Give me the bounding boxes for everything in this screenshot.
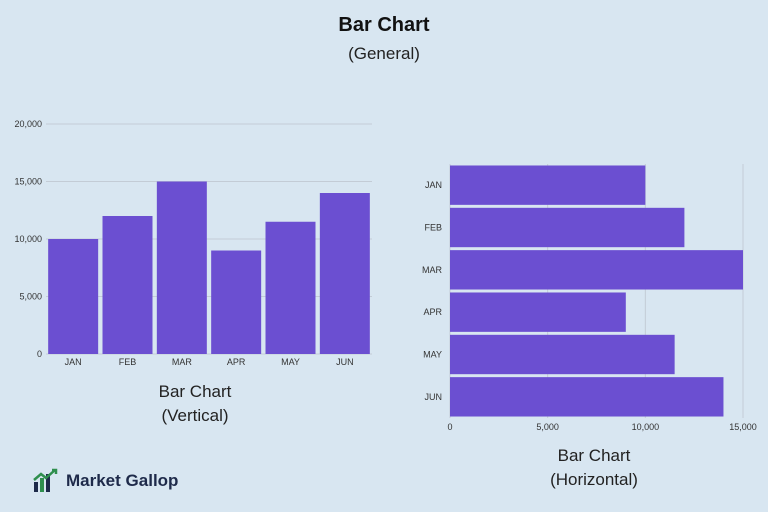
horizontal-x-tick-label: 5,000 [536, 422, 559, 432]
horizontal-y-tick-label: MAY [423, 350, 442, 360]
page-subtitle: (General) [348, 44, 420, 63]
vertical-y-tick-label: 10,000 [14, 234, 42, 244]
horizontal-x-tick-label: 0 [447, 422, 452, 432]
vertical-bar-jun [319, 193, 370, 354]
horizontal-y-tick-label: APR [423, 307, 442, 317]
horizontal-chart-caption: Bar Chart (Horizontal) [494, 444, 694, 492]
vertical-x-tick-label: FEB [119, 357, 137, 367]
vertical-bar-apr [211, 250, 262, 354]
vertical-bar-mar [156, 181, 207, 354]
vertical-y-tick-label: 5,000 [19, 292, 42, 302]
vertical-y-tick-label: 20,000 [14, 119, 42, 129]
brand-name: Market Gallop [66, 471, 178, 491]
horizontal-caption-line2: (Horizontal) [550, 470, 638, 489]
vertical-chart-caption: Bar Chart (Vertical) [95, 380, 295, 428]
market-gallop-logo-icon [33, 468, 58, 492]
horizontal-x-tick-label: 10,000 [632, 422, 660, 432]
horizontal-y-tick-label: FEB [424, 223, 442, 233]
vertical-x-tick-label: MAR [172, 357, 193, 367]
horizontal-y-tick-label: MAR [422, 265, 443, 275]
vertical-x-tick-label: MAY [281, 357, 300, 367]
vertical-x-tick-label: APR [227, 357, 246, 367]
horizontal-y-tick-label: JAN [425, 180, 442, 190]
vertical-x-tick-label: JAN [65, 357, 82, 367]
horizontal-y-tick-label: JUN [425, 392, 443, 402]
horizontal-caption-line1: Bar Chart [557, 446, 631, 465]
brand-logo: Market Gallop [32, 466, 178, 496]
horizontal-bar-jan [450, 165, 646, 205]
brand-name-part2: Gallop [125, 471, 179, 490]
horizontal-bar-feb [450, 207, 685, 248]
vertical-y-tick-label: 15,000 [14, 177, 42, 187]
horizontal-bar-may [450, 334, 675, 375]
horizontal-x-tick-label: 15,000 [729, 422, 757, 432]
vertical-bar-jan [48, 239, 99, 354]
horizontal-bar-mar [450, 250, 743, 290]
vertical-x-tick-label: JUN [336, 357, 354, 367]
vertical-bar-may [265, 221, 316, 354]
horizontal-bar-jun [450, 377, 724, 417]
vertical-y-tick-label: 0 [37, 349, 42, 359]
page-title: Bar Chart [338, 14, 430, 36]
brand-name-part1: Market [66, 471, 121, 490]
vertical-caption-line2: (Vertical) [161, 406, 229, 425]
horizontal-bar-apr [450, 292, 626, 332]
vertical-bar-feb [102, 216, 153, 354]
vertical-caption-line1: Bar Chart [158, 382, 232, 401]
